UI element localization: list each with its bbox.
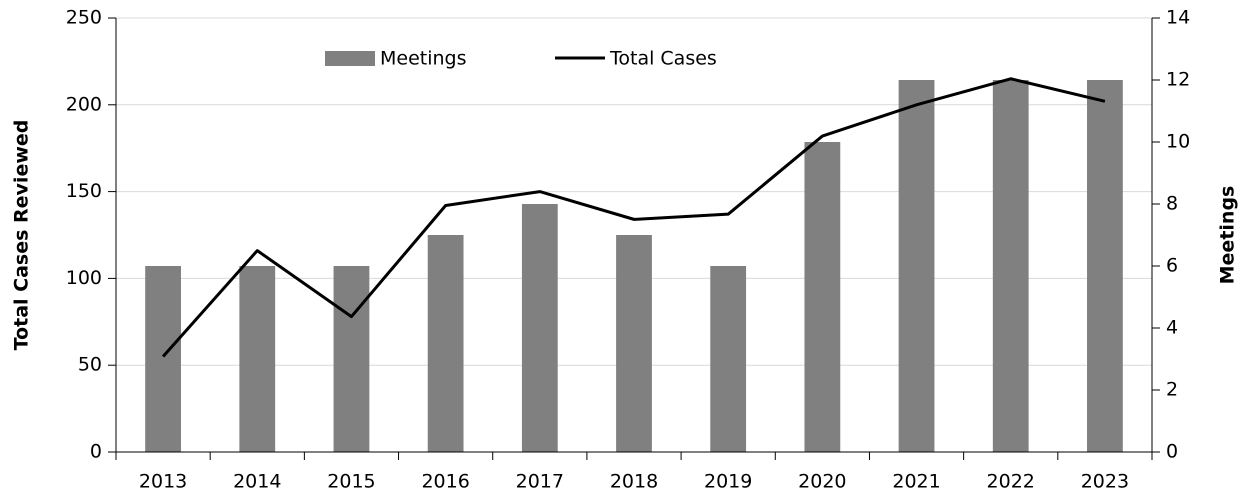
x-tick-label: 2018 (610, 471, 658, 493)
y2-tick-label: 2 (1166, 379, 1178, 401)
x-tick-label: 2020 (798, 471, 846, 493)
bar (616, 235, 652, 452)
bar (521, 204, 558, 452)
x-tick-label: 2015 (327, 471, 375, 493)
y2-tick-label: 0 (1166, 441, 1178, 463)
x-tick-label: 2022 (987, 471, 1035, 493)
y2-tick-label: 6 (1166, 255, 1178, 277)
x-tick-label: 2014 (233, 471, 281, 493)
y2-axis-title: Meetings (1217, 186, 1239, 285)
y2-tick-label: 12 (1166, 69, 1190, 91)
bar (333, 266, 370, 452)
x-tick-label: 2019 (704, 471, 752, 493)
y-tick-label: 50 (78, 354, 102, 376)
y2-tick-label: 8 (1166, 193, 1178, 215)
bar (145, 266, 181, 452)
y2-tick-label: 4 (1166, 317, 1178, 339)
x-tick-label: 2017 (516, 471, 564, 493)
bar (898, 80, 935, 452)
x-tick-label: 2023 (1081, 471, 1129, 493)
y-tick-label: 0 (90, 441, 102, 463)
x-tick-label: 2021 (892, 471, 940, 493)
y2-tick-label: 10 (1166, 131, 1190, 153)
bar (1087, 80, 1123, 452)
y-tick-label: 100 (66, 267, 102, 289)
legend-label: Total Cases (609, 48, 717, 70)
bar (710, 266, 747, 452)
bar (992, 80, 1029, 452)
bar (239, 266, 276, 452)
legend-swatch (325, 51, 375, 66)
x-tick-label: 2016 (421, 471, 469, 493)
y2-tick-label: 14 (1166, 7, 1190, 29)
y-tick-label: 250 (66, 7, 102, 29)
y-tick-label: 200 (66, 93, 102, 115)
x-tick-label: 2013 (139, 471, 187, 493)
legend-label: Meetings (380, 48, 467, 70)
bar (427, 235, 464, 452)
line (161, 77, 1106, 358)
bar (804, 142, 841, 452)
y-tick-label: 150 (66, 180, 102, 202)
y-axis-title: Total Cases Reviewed (11, 120, 33, 351)
